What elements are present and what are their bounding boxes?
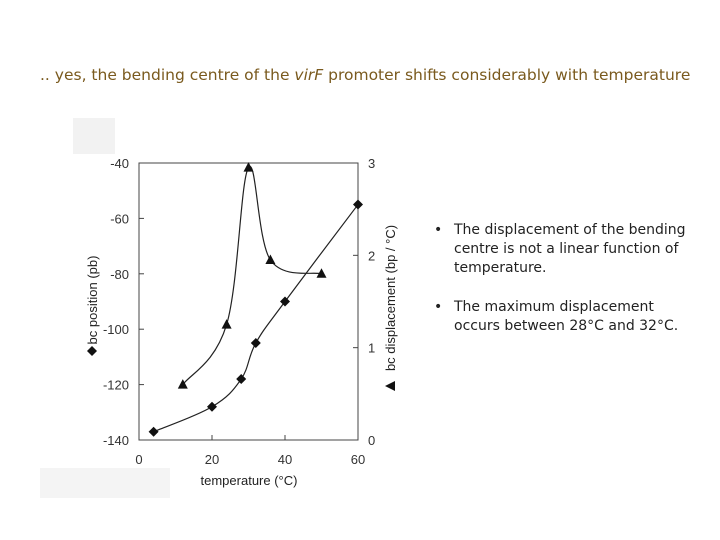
diamond-data-point [207,401,217,412]
triangle-data-point [265,254,276,264]
headline-prefix: .. yes, the bending centre of the [40,66,295,84]
bullet-dot: • [434,299,443,315]
diamond-data-point [280,296,290,307]
chart-series [148,162,363,437]
left-y-tick-label: -100 [103,322,129,337]
headline-suffix: promoter shifts considerably with temper… [323,66,691,84]
right-y-tick-label: 1 [368,341,375,356]
chart-frame [138,162,359,441]
left-y-tick-label: -80 [110,267,129,282]
bullet-text: The maximum displacement occurs between … [454,299,679,334]
left-axis-diamond-marker [87,346,97,356]
x-tick-label: 0 [135,452,142,467]
bullet-dot: • [434,222,443,238]
right-axis-label: bc displacement (bp / °C) [383,225,398,371]
page-headline: .. yes, the bending centre of the virF p… [40,66,710,84]
diamond-data-point [236,374,247,385]
left-axis-label: bc position (pb) [85,256,100,345]
x-tick-label: 40 [278,452,292,467]
triangle-data-point [316,268,327,278]
diamond-series-line [153,204,359,433]
bullet-list: • The displacement of the bending centre … [432,221,692,356]
background-panel [73,118,115,154]
left-y-tick-label: -120 [103,378,129,393]
right-y-tick-label: 3 [368,156,375,171]
chart-ticks: 0 20 40 60 -40 -60 -80 -100 -120 -140 0 1 2 3 [103,156,375,467]
left-y-tick-label: -40 [110,156,129,171]
diamond-data-point [148,426,159,437]
bullet-item: • The displacement of the bending centre … [432,221,692,278]
diamond-data-point [250,338,261,349]
plot-area [138,162,359,441]
right-y-tick-label: 0 [368,433,375,448]
triangle-data-point [243,162,254,172]
diamond-data-point [353,199,363,210]
triangle-data-point [177,379,188,389]
right-y-tick-label: 2 [368,248,375,263]
left-y-tick-label: -140 [103,433,129,448]
x-tick-label: 20 [205,452,219,467]
triangle-data-point [221,319,232,329]
chart-labels: temperature (°C) bc position (pb) bc dis… [85,225,398,488]
headline-gene-name: virF [294,66,324,84]
bullet-text: The displacement of the bending centre i… [454,222,686,276]
left-y-tick-label: -60 [110,211,129,226]
right-axis-triangle-marker [385,381,395,391]
axis-marker-legend [87,346,395,391]
x-tick-label: 60 [351,452,365,467]
background-panel [40,468,170,498]
bullet-item: • The maximum displacement occurs between… [432,298,692,336]
x-axis-label: temperature (°C) [201,473,298,488]
